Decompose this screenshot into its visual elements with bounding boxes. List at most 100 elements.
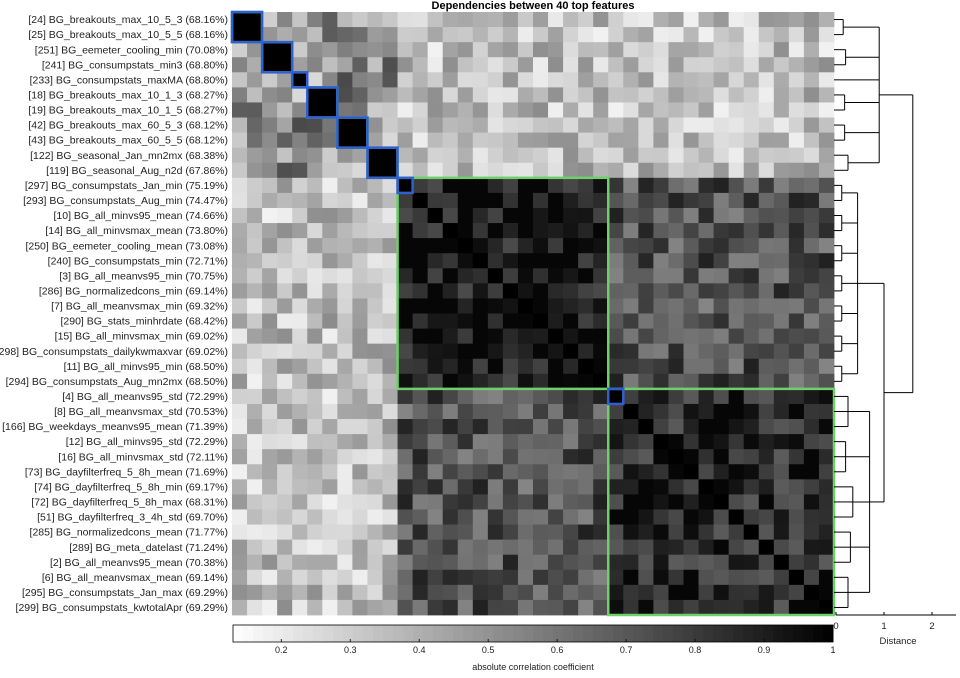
heatmap-cell (517, 569, 534, 586)
heatmap-cell (352, 569, 368, 586)
heatmap-cell (803, 554, 820, 571)
heatmap-cell (412, 57, 429, 73)
heatmap-cell (803, 524, 820, 541)
row-label: [24] BG_breakouts_max_10_5_3 (68.16%) (28, 14, 228, 26)
heatmap-cell (247, 524, 263, 541)
heatmap-cell (623, 554, 639, 571)
heatmap-cell (502, 464, 519, 480)
heatmap-cell (623, 72, 639, 88)
heatmap-cell (307, 42, 323, 58)
heatmap-cell (472, 373, 489, 390)
heatmap-cell (352, 132, 368, 149)
heatmap-cell (517, 147, 534, 164)
heatmap-cell (623, 358, 639, 375)
heatmap-cell (563, 449, 579, 465)
heatmap-cell (427, 147, 444, 164)
heatmap-cell (698, 569, 714, 586)
heatmap-cell (517, 373, 534, 390)
heatmap-cell (818, 434, 835, 450)
heatmap-cell (818, 449, 835, 465)
heatmap-cell (638, 569, 654, 586)
heatmap-cell (743, 283, 760, 299)
heatmap-cell (593, 117, 609, 133)
heatmap-cell (277, 599, 293, 616)
heatmap-cell (773, 162, 790, 179)
heatmap-cell (382, 283, 398, 299)
heatmap-cell (442, 403, 459, 420)
heatmap-cell (728, 147, 745, 164)
heatmap-cell (578, 42, 594, 58)
colorbar-segment (813, 625, 824, 642)
heatmap-cell (728, 599, 745, 616)
heatmap-cell (502, 524, 519, 541)
heatmap-cell (397, 509, 413, 525)
heatmap-cell (623, 117, 639, 133)
heatmap-cells (232, 12, 835, 616)
heatmap-cell (382, 464, 398, 480)
heatmap-cell (247, 464, 263, 480)
heatmap-cell (277, 27, 293, 43)
colorbar-segment (313, 625, 324, 642)
heatmap-cell (352, 72, 368, 88)
heatmap-cell (818, 117, 835, 133)
heatmap-cell (548, 599, 564, 616)
heatmap-cell (563, 599, 579, 616)
heatmap-cell (487, 253, 504, 269)
heatmap-cell (608, 464, 624, 480)
heatmap-cell (502, 147, 519, 164)
heatmap-cell (683, 539, 699, 556)
heatmap-cell (713, 177, 730, 194)
heatmap-cell (502, 223, 519, 239)
heatmap-cell (803, 494, 820, 510)
heatmap-cell (563, 72, 579, 88)
row-label: [74] BG_dayfilterfreq_5_8h_min (69.17%) (34, 481, 228, 493)
heatmap-cell (367, 42, 383, 58)
heatmap-cell (548, 403, 564, 420)
heatmap-cell (247, 132, 263, 149)
heatmap-cell (487, 403, 504, 420)
heatmap-cell (442, 177, 459, 194)
heatmap-cell (472, 479, 489, 495)
colorbar-tick-label: 0.5 (482, 645, 495, 655)
heatmap-cell (638, 313, 654, 329)
heatmap-cell (653, 268, 669, 284)
heatmap-cell (442, 223, 459, 239)
heatmap-cell (638, 268, 654, 284)
heatmap-cell (608, 373, 624, 390)
heatmap-cell (698, 434, 714, 450)
heatmap-cell (502, 554, 519, 571)
heatmap-cell (517, 102, 534, 118)
heatmap-cell (683, 132, 699, 149)
heatmap-cell (337, 132, 353, 149)
heatmap-cell (262, 57, 278, 73)
heatmap-cell (773, 298, 790, 314)
heatmap-cell (728, 87, 745, 103)
heatmap-cell (773, 12, 790, 28)
heatmap-cell (653, 207, 669, 224)
heatmap-cell (322, 147, 338, 164)
heatmap-cell (563, 464, 579, 480)
heatmap-cell (758, 268, 775, 284)
heatmap-cell (427, 434, 444, 450)
heatmap-cell (743, 539, 760, 556)
heatmap-cell (623, 298, 639, 314)
heatmap-cell (728, 268, 745, 284)
colorbar-segment (243, 625, 254, 642)
heatmap-cell (412, 343, 429, 360)
heatmap-cell (683, 313, 699, 329)
heatmap-cell (638, 102, 654, 118)
heatmap-cell (397, 72, 413, 88)
heatmap-cell (457, 449, 474, 465)
heatmap-cell (728, 298, 745, 314)
heatmap-cell (502, 343, 519, 360)
heatmap-cell (638, 12, 654, 28)
heatmap-cell (668, 147, 684, 164)
heatmap-cell (262, 509, 278, 525)
heatmap-cell (487, 494, 504, 510)
heatmap-cell (412, 268, 429, 284)
heatmap-cell (232, 132, 248, 149)
heatmap-cell (728, 253, 745, 269)
heatmap-cell (277, 147, 293, 164)
heatmap-cell (668, 358, 684, 375)
